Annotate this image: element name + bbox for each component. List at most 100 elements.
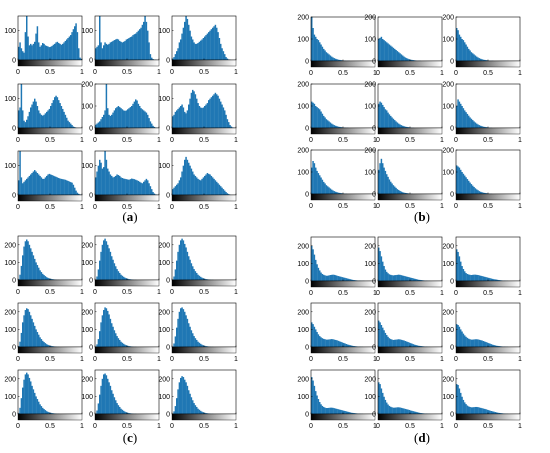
histogram-bar [101,48,104,60]
histogram-bar [464,175,466,194]
x-tick-label: 1 [80,137,84,144]
histogram-bar [108,314,110,347]
histogram-bar [384,269,387,281]
histogram-bar [408,277,411,281]
histogram-bar [189,30,191,60]
histogram-bar [103,374,105,414]
histogram-bar [466,113,469,128]
x-tick-label: 0 [309,203,313,210]
histogram-bar [40,177,43,195]
histogram-bar [52,346,55,347]
histogram-bar [103,45,105,60]
histogram-bar [197,103,199,128]
histogram-bar [380,102,383,128]
histogram-bar [355,346,357,347]
histogram-bar [104,307,106,347]
histogram-bar [52,100,55,128]
intensity-colorbar [171,279,237,287]
histogram-bar [331,339,333,347]
histogram-bar [416,279,419,281]
histogram-bar [39,404,41,414]
histogram-bar [76,192,79,195]
histogram-bar [32,43,35,60]
histogram-bar [72,126,75,128]
histogram-bar [184,311,186,347]
histogram-bar [190,397,193,414]
histogram-bar [329,55,332,61]
histogram-bar [386,42,388,61]
histogram-bar [470,52,473,61]
histogram-bar [472,339,474,347]
histogram-bar [485,342,487,347]
histogram-bar [332,57,334,61]
histogram-bar [349,345,352,347]
histogram-bar [392,275,395,281]
histogram-bar [54,97,56,128]
histogram-bar [99,331,101,347]
histogram-bar [337,409,340,414]
histogram-bar [474,274,477,281]
histogram-bar [477,124,479,128]
histogram-bar [494,412,497,414]
histogram-bar [22,51,24,60]
x-tick-label: 0.5 [45,356,55,363]
histogram-bar [63,111,65,128]
x-tick-label: 1 [440,70,444,77]
histogram-bar [402,55,404,61]
histogram-bar [189,393,191,414]
histogram-d-4: 0 100 200 0 0.5 1 [297,302,377,363]
histogram-bar [184,111,186,128]
histogram-bar [20,84,23,128]
histogram-bar [315,329,317,347]
histogram-bar [190,168,193,195]
histogram-bar [473,339,475,347]
histogram-c-8: 0 100 200 0 0.5 1 [81,369,161,430]
histogram-bar [470,407,473,414]
histogram-bar [143,110,145,128]
histogram-bar [492,278,494,281]
histogram-bar [407,58,409,61]
histogram-bar [67,180,69,195]
histogram-bar [185,16,187,60]
y-tick-label: 200 [81,82,93,89]
histogram-bar [384,399,387,414]
histogram-bar [400,339,403,347]
histogram-bar [38,267,40,280]
histogram-bar [489,410,491,414]
histogram-bar [480,407,482,414]
panel-label-b: (b) [414,209,430,224]
histogram-bar [382,261,384,281]
histogram-bar [182,240,185,280]
x-tick-label: 1 [518,137,522,144]
histogram-bar [340,409,342,414]
histogram-bar [47,344,49,347]
y-tick-label: 100 [364,261,376,268]
histogram-bar [473,186,475,194]
histogram-bar [174,111,177,128]
histogram-bar [28,244,31,280]
histogram-bar [336,275,338,281]
y-tick-label: 200 [297,309,309,316]
histogram-bar [336,192,338,194]
y-tick-label: 0 [450,412,454,419]
histogram-bar [468,406,470,414]
histogram-bar [456,106,458,128]
y-tick-label: 200 [442,82,454,89]
histogram-bar [403,192,405,194]
histogram-bar [465,336,467,347]
histogram-bar [177,183,179,195]
histogram-bar [44,113,47,128]
histogram-bar [180,240,182,280]
histogram-bar [319,42,321,61]
histogram-bar [458,34,461,61]
histogram-bar [186,251,189,280]
histogram-bar [412,60,415,61]
histogram-bar [202,412,205,414]
histogram-bar [34,98,36,128]
histogram-bar [43,342,45,347]
x-tick-label: 0 [93,423,97,430]
histogram-bar [48,173,51,195]
histogram-bar [43,275,45,280]
histogram-bar [36,106,39,128]
